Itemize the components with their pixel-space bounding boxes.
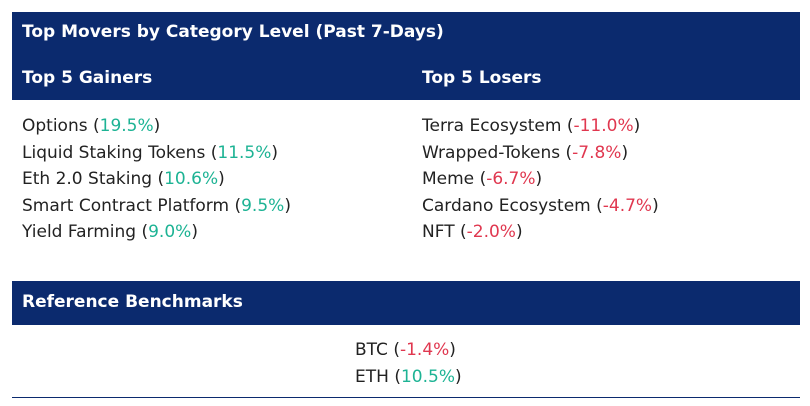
item-name: Cardano Ecosystem [422,195,591,216]
list-item: Wrapped-Tokens -7.8% [422,140,659,167]
header-band: Top Movers by Category Level (Past 7-Day… [12,12,800,100]
gainers-list: Options 19.5%Liquid Staking Tokens 11.5%… [22,113,291,246]
item-change: -4.7% [596,196,659,216]
losers-title: Top 5 Losers [422,68,542,88]
bottom-rule [12,397,800,398]
item-name: NFT [422,222,455,242]
item-change: -1.4% [393,340,456,360]
list-item: Yield Farming 9.0% [22,219,291,246]
header-title: Top Movers by Category Level (Past 7-Day… [22,22,444,42]
list-item: Eth 2.0 Staking 10.6% [22,166,291,193]
item-change: 10.6% [157,169,224,189]
item-change: -11.0% [567,116,640,136]
item-change: 19.5% [93,116,160,136]
item-name: ETH [355,366,389,387]
item-name: BTC [355,340,388,360]
item-name: Eth 2.0 Staking [22,169,153,189]
list-item: BTC -1.4% [355,337,462,364]
benchmarks-band: Reference Benchmarks [12,281,800,325]
list-item: Options 19.5% [22,113,291,140]
benchmarks-title: Reference Benchmarks [22,292,243,312]
list-item: Smart Contract Platform 9.5% [22,193,291,220]
item-name: Wrapped-Tokens [422,142,561,163]
item-name: Options [22,116,88,136]
list-item: ETH 10.5% [355,364,462,391]
item-name: Yield Farming [22,222,137,242]
gainers-title: Top 5 Gainers [22,68,153,88]
item-change: -6.7% [480,169,543,189]
item-name: Meme [422,169,475,189]
list-item: Terra Ecosystem -11.0% [422,113,659,140]
item-change: 9.0% [141,222,197,242]
losers-list: Terra Ecosystem -11.0%Wrapped-Tokens -7.… [422,113,659,246]
list-item: Cardano Ecosystem -4.7% [422,193,659,220]
item-change: 10.5% [394,367,461,387]
item-change: 9.5% [234,196,290,216]
item-change: -2.0% [460,222,523,242]
item-name: Smart Contract Platform [22,195,230,216]
item-change: 11.5% [211,143,278,163]
item-change: -7.8% [566,143,629,163]
item-name: Liquid Staking Tokens [22,142,206,163]
item-name: Terra Ecosystem [422,116,562,136]
list-item: NFT -2.0% [422,219,659,246]
benchmarks-list: BTC -1.4%ETH 10.5% [355,337,462,390]
list-item: Meme -6.7% [422,166,659,193]
list-item: Liquid Staking Tokens 11.5% [22,140,291,167]
